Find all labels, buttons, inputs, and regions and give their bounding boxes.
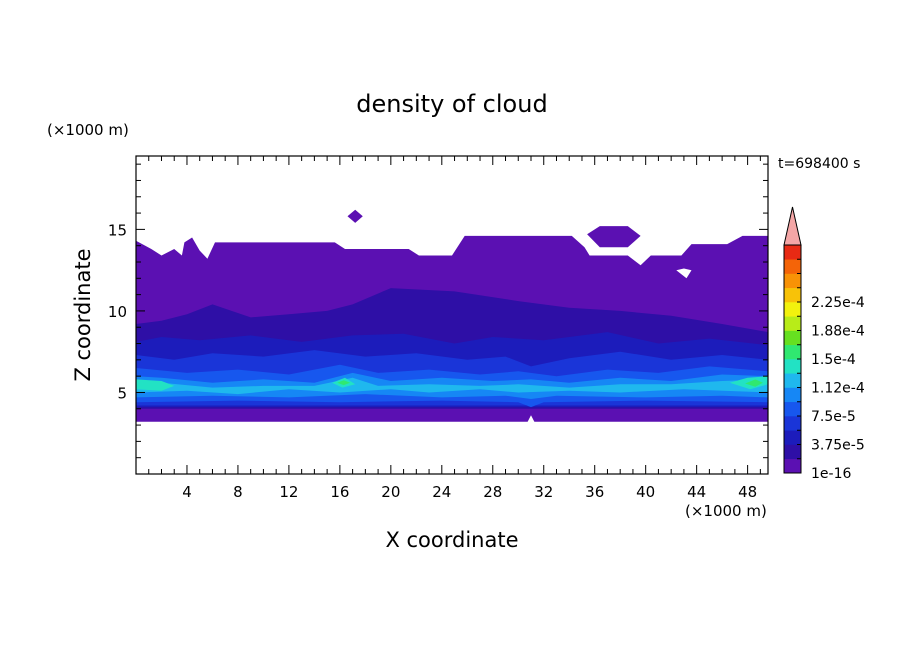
colorbar-swatch	[784, 387, 801, 403]
colorbar-label: 7.5e-5	[811, 409, 856, 425]
colorbar-label: 3.75e-5	[811, 438, 865, 454]
y-tick-label: 5	[117, 384, 127, 402]
y-tick-label: 10	[108, 303, 127, 321]
contour-region-12	[337, 380, 351, 386]
colorbar-label: 1e-16	[811, 466, 851, 482]
x-tick-label: 36	[585, 483, 604, 501]
plot-area	[136, 209, 768, 426]
colorbar-swatch	[784, 444, 801, 460]
x-tick-label: 32	[534, 483, 553, 501]
y-unit-label: (×1000 m)	[47, 121, 129, 139]
x-unit-label: (×1000 m)	[685, 502, 767, 520]
contour-region-8	[136, 377, 768, 395]
y-tick-label: 15	[108, 221, 127, 239]
chart-title: density of cloud	[356, 90, 547, 118]
colorbar-swatch	[784, 430, 801, 445]
cloud-free-gap-1	[676, 268, 692, 279]
x-tick-label: 28	[483, 483, 502, 501]
contour-region-1	[347, 209, 363, 223]
x-tick-label: 12	[279, 483, 298, 501]
colorbar-swatch	[784, 287, 801, 303]
colorbar-swatch	[784, 458, 801, 474]
x-axis-ticks: 4 8 12 16 20 24 28 32 36 40 44 48	[148, 156, 761, 501]
contour-region-9	[136, 379, 175, 391]
colorbar-swatch	[784, 245, 801, 260]
colorbar-swatch	[784, 359, 801, 374]
x-tick-label: 24	[432, 483, 451, 501]
plot-frame	[135, 155, 769, 475]
colorbar-swatch	[784, 302, 801, 317]
x-tick-label: 40	[636, 483, 655, 501]
colorbar-swatch	[784, 401, 801, 417]
colorbar: 1e-16 3.75e-5 7.5e-5 1.12e-4 1.5e-4 1.88e-4 2.…	[783, 206, 865, 482]
x-tick-label: 8	[233, 483, 243, 501]
contour-region-13	[745, 379, 763, 387]
colorbar-label: 1.88e-4	[811, 324, 865, 340]
colorbar-label: 1.12e-4	[811, 381, 865, 397]
colorbar-swatch	[784, 330, 801, 346]
x-tick-label: 44	[687, 483, 706, 501]
colorbar-swatch	[784, 416, 801, 431]
colorbar-swatch	[784, 344, 801, 360]
x-tick-label: 48	[738, 483, 757, 501]
x-tick-label: 16	[330, 483, 349, 501]
colorbar-swatch	[784, 373, 801, 388]
y-axis-ticks: 5 10 15	[108, 163, 768, 459]
cloud-free-gap-0	[525, 415, 537, 426]
colorbar-swatch	[784, 273, 801, 289]
x-tick-label: 20	[381, 483, 400, 501]
colorbar-extend-arrow	[783, 206, 802, 246]
x-tick-label: 4	[182, 483, 192, 501]
y-axis-label: Z coordinate	[71, 248, 95, 381]
colorbar-swatch	[784, 316, 801, 331]
colorbar-label: 1.5e-4	[811, 352, 856, 368]
contour-region-2	[587, 226, 641, 248]
colorbar-swatch	[784, 259, 801, 274]
time-label: t=698400 s	[778, 156, 860, 172]
x-axis-label: X coordinate	[385, 528, 518, 552]
colorbar-label: 2.25e-4	[811, 295, 865, 311]
